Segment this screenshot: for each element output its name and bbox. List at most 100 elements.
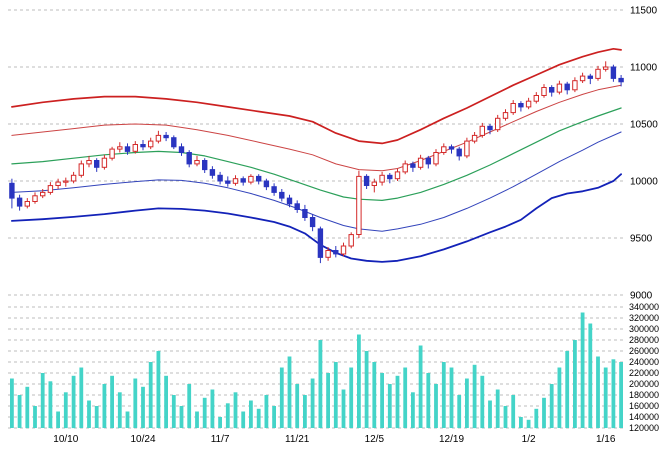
candle-body: [194, 160, 200, 165]
volume-axis-label: 140000: [629, 412, 659, 422]
volume-bar: [472, 364, 477, 429]
candle-body: [433, 152, 439, 165]
volume-axis-label: 120000: [629, 423, 659, 433]
volume-bar: [372, 362, 377, 428]
volume-axis-label: 260000: [629, 346, 659, 356]
volume-bar: [565, 351, 570, 428]
volume-bar: [465, 378, 469, 428]
candle-body: [217, 174, 223, 182]
upper-band-2sigma-line: [11, 47, 622, 145]
volume-axis-label: 300000: [629, 324, 659, 334]
volume-bar: [434, 384, 438, 428]
candle-body: [471, 134, 478, 142]
candle-body: [618, 77, 624, 83]
volume-bar: [264, 395, 269, 428]
volume-bar: [71, 375, 76, 429]
volume-bar: [10, 378, 14, 428]
volume-bar: [110, 375, 114, 429]
volume-bar: [279, 367, 284, 428]
candle-body: [394, 171, 401, 180]
x-axis-label: 11/21: [285, 434, 310, 445]
candle-body: [178, 146, 185, 154]
candle-body: [441, 146, 447, 154]
volume-bar: [249, 400, 253, 428]
candle-body: [333, 250, 339, 255]
lower-band-1sigma-line: [11, 131, 622, 232]
candle-body: [417, 157, 424, 168]
candle-body: [101, 157, 108, 168]
volume-bar: [310, 378, 315, 428]
candle-body: [171, 137, 177, 148]
volume-bar: [303, 395, 307, 428]
volume-bar: [272, 406, 276, 428]
volume-bar: [480, 375, 485, 429]
x-axis-label: 1/16: [596, 434, 616, 445]
volume-bar: [233, 392, 238, 429]
candle-body: [595, 68, 601, 79]
volume-bar: [603, 367, 608, 428]
candle-body: [155, 134, 162, 142]
candle-body: [63, 180, 69, 183]
volume-bar: [40, 373, 45, 428]
candle-body: [24, 201, 31, 207]
volume-bar: [549, 384, 554, 428]
volume-bar: [171, 395, 176, 428]
candle-body: [263, 180, 270, 188]
candle-body: [294, 203, 300, 211]
volume-bar: [449, 367, 454, 428]
volume-bar: [387, 384, 392, 428]
candle-body: [94, 160, 100, 168]
volume-bar: [156, 351, 161, 428]
volume-bar: [94, 406, 99, 428]
volume-bar: [187, 384, 192, 428]
volume-bar: [48, 381, 53, 429]
volume-bar: [557, 367, 562, 428]
candle-body: [510, 103, 516, 114]
candle-body: [124, 146, 131, 152]
upper-band-1sigma-line: [11, 84, 622, 172]
volume-bar: [117, 392, 122, 429]
candle-body: [309, 217, 316, 228]
volume-bar: [441, 362, 446, 428]
volume-bar: [241, 411, 246, 428]
volume-bar: [426, 373, 431, 428]
volume-bar: [418, 345, 423, 428]
volume-axis-label: 240000: [629, 357, 659, 367]
candle-body: [479, 125, 486, 136]
candle-body: [448, 146, 455, 150]
volume-bar: [488, 400, 492, 428]
candle-body: [271, 186, 277, 193]
candle-body: [402, 163, 408, 173]
volume-bar: [63, 392, 68, 429]
price-axis-label: 9500: [630, 234, 653, 245]
volume-bar: [364, 351, 369, 428]
candle-body: [464, 140, 470, 157]
candle-body: [487, 125, 493, 131]
price-axis-label: 10000: [630, 177, 658, 188]
volume-bar: [403, 367, 408, 428]
volume-bar: [619, 362, 623, 428]
price-axis-label: 9000: [630, 291, 653, 302]
candle-body: [163, 134, 169, 139]
candle-body: [363, 175, 370, 186]
candle-body: [47, 185, 54, 193]
x-axis-label: 12/5: [365, 434, 385, 445]
volume-bar: [333, 362, 338, 428]
volume-axis-label: 340000: [629, 302, 659, 312]
volume-bar: [17, 395, 22, 428]
candle-body: [209, 169, 216, 176]
volume-bar: [542, 397, 546, 429]
volume-bar: [395, 375, 400, 429]
price-axis-label: 11500: [630, 6, 658, 17]
candle-body: [256, 175, 262, 182]
candle-body: [186, 152, 192, 165]
candle-body: [518, 103, 524, 108]
candle-body: [202, 160, 208, 171]
volume-bar: [526, 419, 531, 429]
candle-body: [456, 148, 462, 157]
volume-bar: [179, 406, 184, 428]
candle-body: [425, 157, 432, 165]
volume-bar: [457, 395, 462, 428]
